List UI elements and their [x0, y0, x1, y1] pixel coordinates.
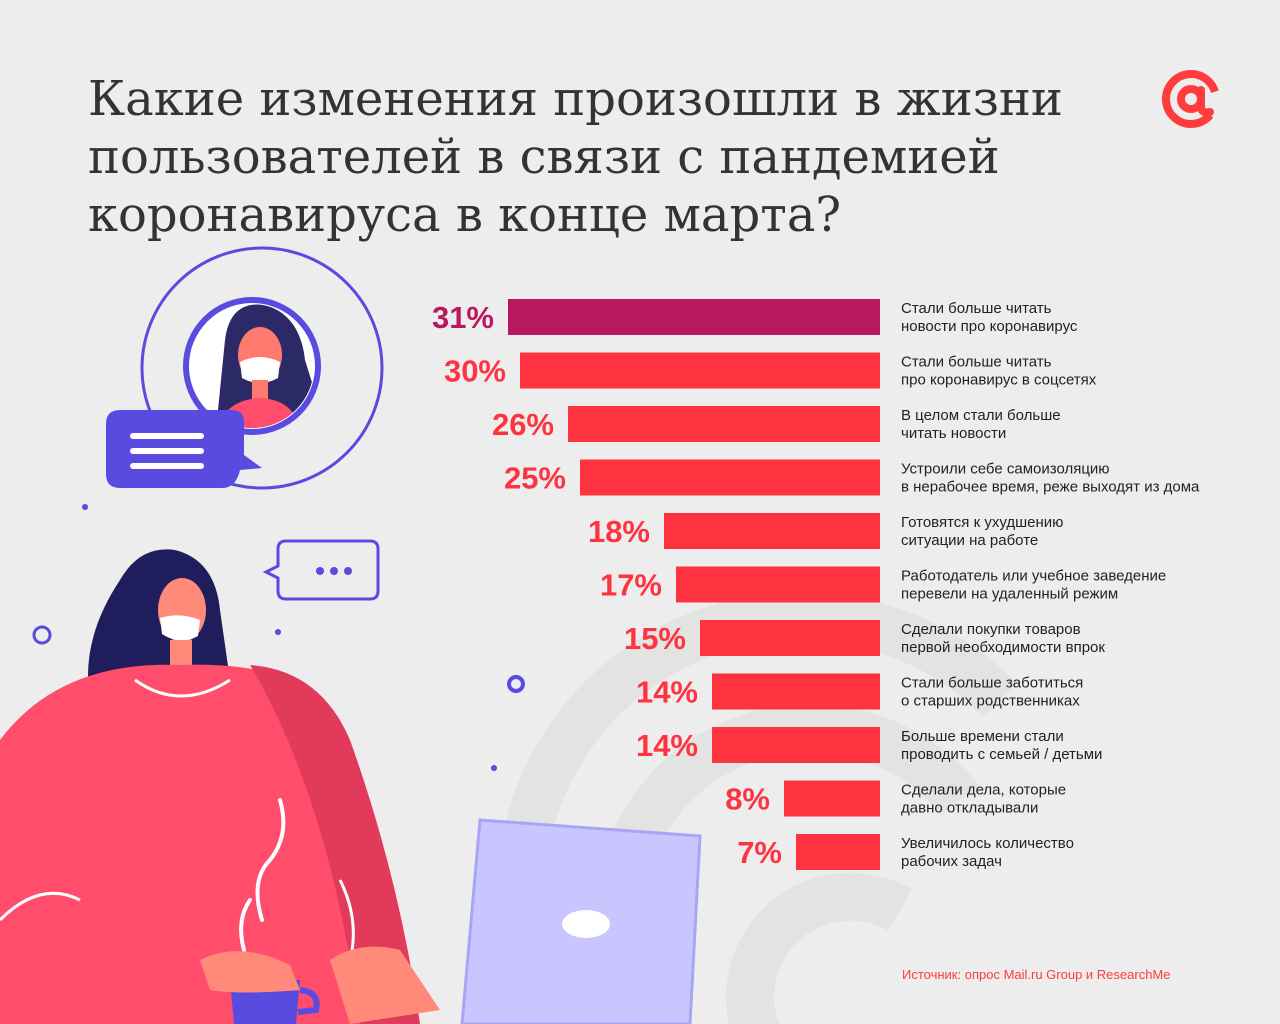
- bar-value-label: 26%: [492, 407, 554, 442]
- category-label: про коронавирус в соцсетях: [901, 372, 1097, 389]
- bar-11: [796, 834, 880, 870]
- category-label: Работодатель или учебное заведение: [901, 568, 1166, 585]
- category-label: ситуации на работе: [901, 532, 1038, 549]
- bar-4: [580, 459, 880, 496]
- category-label: Стали больше читать: [901, 354, 1052, 371]
- bar-2: [520, 352, 880, 389]
- category-label: новости про коронавирус: [901, 318, 1078, 335]
- decor-ring: [507, 675, 525, 693]
- bar-6: [676, 566, 880, 603]
- bar-8: [712, 673, 880, 710]
- category-label: читать новости: [901, 425, 1006, 442]
- category-label: Увеличилось количество: [901, 835, 1074, 852]
- category-label: В целом стали больше: [901, 407, 1061, 424]
- title-line-1: Какие изменения произошли в жизни: [88, 71, 1063, 127]
- bar-value-label: 14%: [636, 675, 698, 710]
- bar-5: [664, 513, 880, 549]
- avatar-illustration: [140, 246, 384, 490]
- bar-value-label: 30%: [444, 354, 506, 389]
- title-line-2: пользователей в связи с пандемией: [88, 129, 1000, 185]
- bar-value-label: 14%: [636, 728, 698, 763]
- decor-dot: [82, 504, 88, 510]
- category-label: проводить с семьей / детьми: [901, 746, 1102, 763]
- bar-value-label: 7%: [737, 835, 782, 870]
- category-label: Сделали покупки товаров: [901, 621, 1081, 638]
- category-label: Готовятся к ухудшению: [901, 514, 1063, 531]
- category-label: Стали больше заботиться: [901, 675, 1083, 692]
- title-line-3: коронавируса в конце марта?: [88, 187, 842, 243]
- decor-ring: [32, 625, 52, 645]
- category-label: Стали больше читать: [901, 300, 1052, 317]
- source-note: Источник: опрос Mail.ru Group и Research…: [902, 967, 1171, 982]
- decor-dot: [275, 629, 281, 635]
- chat-bubble-icon: [106, 410, 262, 488]
- bar-value-label: 17%: [600, 568, 662, 603]
- category-label: Сделали дела, которые: [901, 782, 1066, 799]
- category-label: перевели на удаленный режим: [901, 586, 1118, 603]
- bar-value-label: 18%: [588, 514, 650, 549]
- at-sign-icon: [1162, 70, 1220, 128]
- page-title: Какие изменения произошли в жизни пользо…: [88, 70, 1128, 244]
- bar-7: [700, 620, 880, 656]
- category-label: Устроили себе самоизоляцию: [901, 461, 1110, 478]
- category-label: Больше времени стали: [901, 728, 1064, 745]
- bar-value-label: 25%: [504, 461, 566, 496]
- bar-3: [568, 406, 880, 442]
- woman-illustration: [0, 549, 702, 1024]
- bar-value-label: 15%: [624, 621, 686, 656]
- typing-bubble-icon: [262, 539, 380, 601]
- category-label: давно откладывали: [901, 800, 1038, 817]
- category-label: о старших родственниках: [901, 693, 1080, 710]
- category-label: рабочих задач: [901, 853, 1002, 870]
- bar-value-label: 31%: [432, 300, 494, 335]
- category-label: в нерабочее время, реже выходят из дома: [901, 479, 1200, 496]
- category-label: первой необходимости впрок: [901, 639, 1105, 656]
- decor-dot: [491, 765, 497, 771]
- bar-1: [508, 299, 880, 335]
- bar-value-label: 8%: [725, 782, 770, 817]
- bar-10: [784, 780, 880, 817]
- bar-9: [712, 727, 880, 763]
